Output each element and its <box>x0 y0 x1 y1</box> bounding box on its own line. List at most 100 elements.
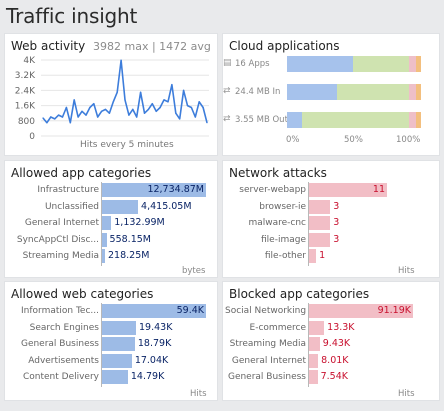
bar[interactable] <box>309 320 325 335</box>
bar[interactable] <box>102 216 112 230</box>
y-tick-label: 1.6K <box>15 102 36 112</box>
series-line <box>42 59 208 124</box>
bar-value: 11 <box>372 184 385 195</box>
data-point <box>155 110 157 112</box>
unit-label: Hits <box>398 389 415 399</box>
bar-value: 91.19K <box>377 305 411 316</box>
unit-label: Hits <box>190 389 207 399</box>
bar[interactable] <box>309 249 317 263</box>
bar-label: malware-cnc <box>248 218 306 228</box>
cloud-apps-stacked-bar[interactable] <box>287 56 421 72</box>
bar[interactable] <box>309 183 387 197</box>
bar-label: Infrastructure <box>37 185 99 195</box>
cloud-apps-title: Cloud applications <box>229 39 340 53</box>
stacked-bar-segment <box>415 112 421 128</box>
bar-value: 218.25M <box>108 250 150 261</box>
data-point <box>100 110 103 112</box>
bar-value: 3 <box>333 217 340 228</box>
bar-axis <box>101 303 102 387</box>
bar-value: 18.79K <box>137 338 172 349</box>
bar-label: General Internet <box>24 218 99 228</box>
stacked-bar-segment <box>415 84 421 100</box>
cloud-apps-tick: 50% <box>344 135 363 145</box>
bar[interactable] <box>102 304 206 318</box>
data-point <box>65 106 68 109</box>
data-point <box>77 116 79 118</box>
data-point <box>124 99 126 101</box>
y-tick-label: 3.2K <box>15 71 36 81</box>
data-point <box>81 110 83 112</box>
bar-label: General Business <box>227 372 306 382</box>
data-point <box>69 122 71 124</box>
bar[interactable] <box>309 370 318 384</box>
data-point <box>202 106 204 109</box>
bar[interactable] <box>102 183 206 197</box>
stacked-bar-segment <box>408 112 416 128</box>
bar-axis <box>101 182 102 266</box>
data-point <box>190 106 192 109</box>
page-title: Traffic insight <box>6 4 138 28</box>
stacked-bar-segment <box>408 84 416 100</box>
bar-value: 8.01K <box>321 354 349 366</box>
bar[interactable] <box>309 199 331 214</box>
allowed-web-categories-panel: Allowed web categories Information Tec..… <box>4 281 218 401</box>
bar-label: Unclassified <box>44 201 99 212</box>
bar-value: 7.54K <box>320 371 348 382</box>
cloud-apps-row-label: 24.4 MB In <box>235 87 281 97</box>
cloud-apps-stacked-bar[interactable] <box>287 112 421 128</box>
bar-value: 19.43K <box>139 321 173 333</box>
bar-axis <box>308 303 309 387</box>
bar-value: 14.79K <box>130 371 165 382</box>
bar-value: 558.15M <box>109 233 151 245</box>
data-point <box>89 106 91 109</box>
cloud-apps-row-label: 3.55 MB Out <box>235 115 288 125</box>
data-point <box>175 112 177 114</box>
stacked-bar-segment <box>352 56 409 72</box>
bar[interactable] <box>309 353 319 368</box>
data-point <box>163 99 165 101</box>
y-tick-label: 0 <box>29 132 35 142</box>
data-point <box>58 114 60 116</box>
bar[interactable] <box>309 337 320 351</box>
cloud-apps-tick: 0% <box>286 135 300 145</box>
allowed-app-categories-title: Allowed app categories <box>11 166 152 180</box>
bar[interactable] <box>102 249 105 263</box>
y-tick-label: 4K <box>23 56 36 66</box>
data-point <box>167 101 169 103</box>
bar-value: 3 <box>333 233 340 245</box>
bar-label: browser-ie <box>259 201 306 212</box>
bar-value: 59.4K <box>176 305 204 316</box>
bar-value: 17.04K <box>134 354 169 366</box>
data-point <box>159 106 161 109</box>
bar[interactable] <box>102 199 139 214</box>
data-point <box>85 114 87 116</box>
allowed-web-categories-title: Allowed web categories <box>11 287 154 301</box>
bar[interactable] <box>102 320 137 335</box>
data-point <box>151 103 153 105</box>
bar-value: 1,132.99M <box>114 217 165 228</box>
data-point <box>61 116 64 118</box>
bar[interactable] <box>102 232 107 247</box>
bar[interactable] <box>102 353 132 368</box>
bar[interactable] <box>102 370 128 384</box>
data-point <box>73 99 75 101</box>
bar-value: 12,734.87M <box>147 184 204 195</box>
bar[interactable] <box>309 216 331 230</box>
cloud-apps-stacked-bar[interactable] <box>287 84 421 100</box>
data-point <box>54 118 56 120</box>
bar-label: Information Tec... <box>21 306 99 316</box>
data-point <box>112 101 114 103</box>
bar[interactable] <box>102 337 135 351</box>
data-point <box>108 112 110 114</box>
bar[interactable] <box>309 232 331 247</box>
stacked-bar-segment <box>336 84 409 100</box>
data-point <box>116 91 118 93</box>
stacked-bar-segment <box>287 112 302 128</box>
bar-label: server-webapp <box>239 185 306 195</box>
bar[interactable] <box>309 304 413 318</box>
data-point <box>50 116 52 118</box>
data-point <box>171 84 173 86</box>
y-tick-label: 800 <box>18 117 35 127</box>
data-point <box>194 116 196 118</box>
stacked-bar-segment <box>287 56 353 72</box>
